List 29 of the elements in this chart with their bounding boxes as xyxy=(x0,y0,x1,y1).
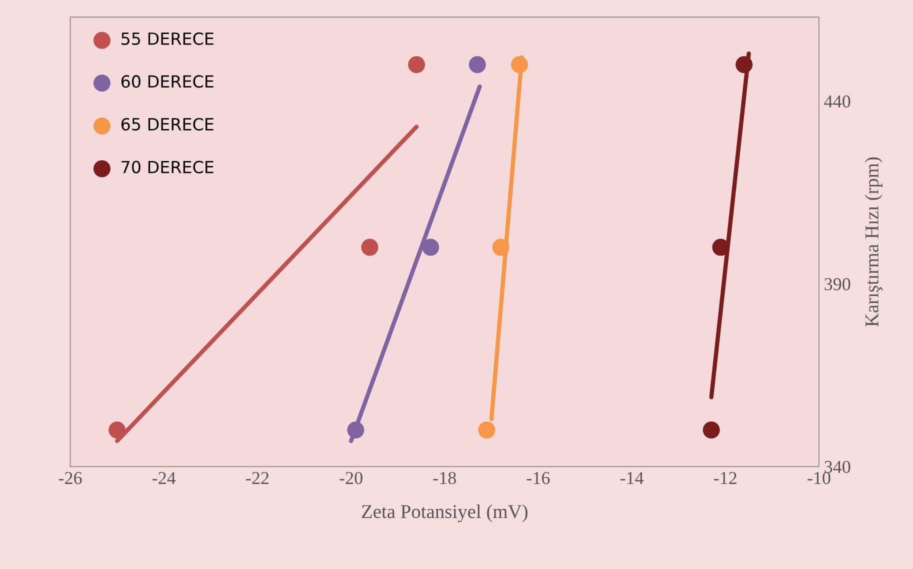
legend-label: 70 DERECE xyxy=(122,160,214,174)
point xyxy=(347,422,364,439)
x-tick-label: -18 xyxy=(433,472,456,484)
y-tick-label: 440 xyxy=(824,95,850,108)
point xyxy=(702,422,720,439)
point xyxy=(361,238,378,256)
point xyxy=(408,56,426,74)
legend-label: 65 DERECE xyxy=(121,118,214,131)
legend-label: 55 DERECE xyxy=(122,32,214,45)
x-tick-label: -22 xyxy=(246,472,269,484)
y-tick-label: 340 xyxy=(824,460,850,474)
point xyxy=(468,56,486,74)
x-tick-label: -10 xyxy=(808,472,830,484)
legend-label: 60 DERECE xyxy=(121,75,214,88)
x-tick-label: -12 xyxy=(714,472,736,484)
point xyxy=(736,56,753,74)
x-tick-label: -16 xyxy=(526,472,550,484)
y-axis-title: Karıştırma Hızı (rpm) xyxy=(864,157,882,327)
y-tick-label: 390 xyxy=(824,278,850,290)
x-tick-label: -26 xyxy=(58,472,82,484)
x-tick-label: -24 xyxy=(152,472,176,484)
x-tick-label: -20 xyxy=(340,472,362,484)
point xyxy=(422,238,440,256)
point xyxy=(478,422,496,439)
x-axis-title: Zeta Potansiyel (mV) xyxy=(362,504,528,522)
x-tick-label: -14 xyxy=(620,472,644,484)
point xyxy=(108,422,126,439)
point xyxy=(510,56,528,74)
point xyxy=(492,238,510,256)
